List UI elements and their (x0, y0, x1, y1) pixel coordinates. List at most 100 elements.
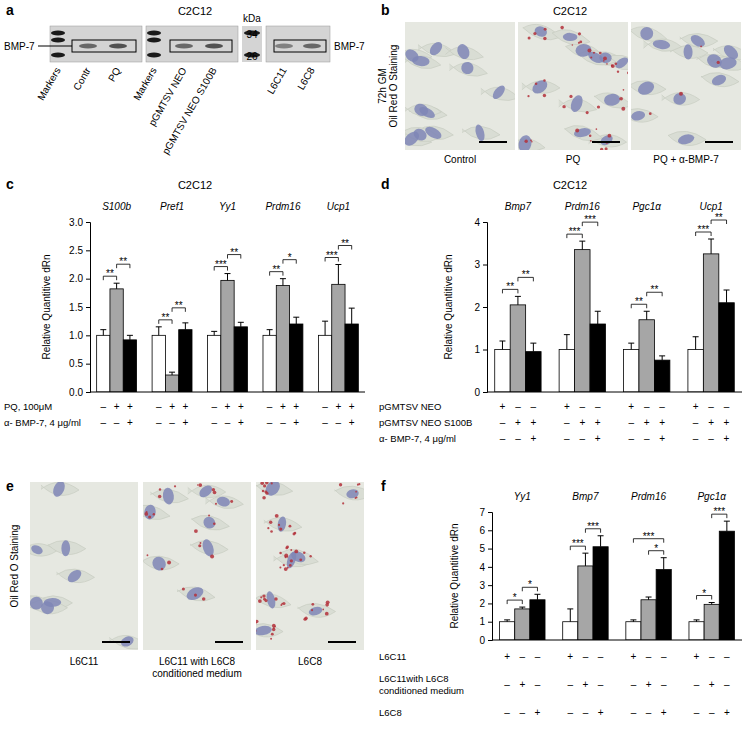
significance-label: ** (175, 300, 183, 311)
condition-sign: – (724, 401, 730, 412)
lipid-droplet (285, 547, 288, 550)
error-bar-stem (240, 322, 241, 327)
lipid-droplet (311, 603, 314, 606)
blot-panel: C2C12MarkersContrPQMarkerspGMTSV NEOpGMT… (4, 5, 365, 156)
lipid-droplet (215, 503, 217, 505)
lipid-droplet (271, 482, 273, 484)
error-bar (598, 536, 604, 547)
scale-bar (705, 141, 733, 143)
lipid-droplet (267, 527, 269, 529)
condition-sign: – (568, 707, 574, 718)
panel-letter: b (381, 2, 390, 18)
lipid-droplet (260, 596, 262, 598)
y-tick-label: 5 (479, 543, 485, 554)
bar (703, 254, 718, 392)
condition-sign: + (169, 401, 175, 412)
y-axis: 0.00.51.01.52.02.53.0 (69, 217, 90, 398)
nucleus (185, 585, 206, 603)
caption: L6C11 (70, 656, 99, 667)
bar (656, 570, 671, 640)
category-label: Pref1 (160, 201, 184, 212)
bar (152, 335, 165, 392)
condition-sign: + (724, 707, 730, 718)
condition-sign: + (564, 401, 570, 412)
y-tick-mark (488, 585, 492, 586)
nucleus (683, 44, 693, 60)
cell-outline (552, 30, 590, 45)
nucleus (40, 600, 55, 615)
error-bar (225, 274, 231, 281)
condition-sign: – (568, 679, 574, 690)
error-bar-stem (566, 335, 567, 350)
error-bar (534, 594, 540, 599)
lipid-droplet (271, 633, 274, 636)
condition-sign: + (579, 417, 585, 428)
condition-sign: + (530, 433, 536, 444)
lipid-droplet (587, 49, 591, 53)
lipid-droplet (606, 63, 608, 65)
lipid-droplet (272, 628, 275, 631)
nucleus (216, 496, 231, 508)
significance-label: *** (215, 259, 227, 270)
micrograph (256, 482, 364, 650)
nucleus (599, 133, 615, 147)
lipid-droplet (294, 549, 298, 553)
nucleus (490, 83, 507, 101)
condition-label: L6C8 (379, 707, 402, 718)
bar (234, 327, 247, 392)
condition-sign: – (535, 651, 541, 662)
lipid-droplet (158, 495, 162, 499)
ladder-band (147, 53, 161, 58)
lipid-droplet (198, 544, 201, 547)
condition-label: conditioned medium (379, 685, 464, 696)
lipid-droplet (562, 105, 565, 108)
error-bar-stem (600, 536, 601, 547)
condition-sign: – (694, 679, 700, 690)
error-bar-stem (502, 341, 503, 350)
nucleus (427, 40, 444, 58)
error-bar-cap (519, 607, 525, 608)
condition-sign: + (535, 707, 541, 718)
lipid-droplet (325, 603, 329, 607)
lipid-droplet (278, 524, 280, 526)
blot-strip (266, 26, 330, 62)
bar (639, 320, 654, 392)
condition-sign: – (267, 417, 273, 428)
cell-outline (191, 515, 229, 530)
caption: L6C8 (298, 656, 322, 667)
nucleus (411, 126, 428, 143)
significance-label: ** (162, 312, 170, 323)
error-bar-cap (211, 331, 217, 332)
error-bar-stem (537, 594, 538, 599)
condition-sign: + (694, 651, 700, 662)
bar (575, 250, 590, 392)
bar (179, 330, 192, 392)
error-bar-stem (726, 290, 727, 303)
category-label: Pgc1α (697, 491, 726, 502)
significance-label: *** (698, 224, 710, 235)
significance-label: ** (635, 296, 643, 307)
cell-outline (662, 92, 700, 105)
lipid-droplet (679, 92, 683, 96)
lipid-droplet (619, 97, 623, 101)
error-bar (567, 609, 573, 622)
lipid-droplet (597, 105, 600, 108)
condition-sign: + (659, 417, 665, 428)
condition-sign: – (531, 401, 537, 412)
condition-sign: – (211, 417, 217, 428)
lipid-droplet (159, 488, 161, 490)
error-bar (519, 607, 525, 609)
significance-label: *** (569, 226, 581, 237)
significance-label: *** (643, 531, 655, 542)
error-bar-cap (694, 619, 700, 620)
caption: PQ + α-BMP-7 (653, 154, 719, 165)
lipid-droplet (293, 533, 296, 536)
lipid-droplet (617, 70, 619, 72)
bar (263, 335, 276, 392)
error-bar (582, 553, 588, 566)
condition-sign: – (500, 417, 506, 428)
error-bar (595, 311, 601, 324)
error-bar-stem (533, 343, 534, 352)
nucleus (308, 605, 324, 617)
y-tick: 2.5 (69, 245, 90, 256)
